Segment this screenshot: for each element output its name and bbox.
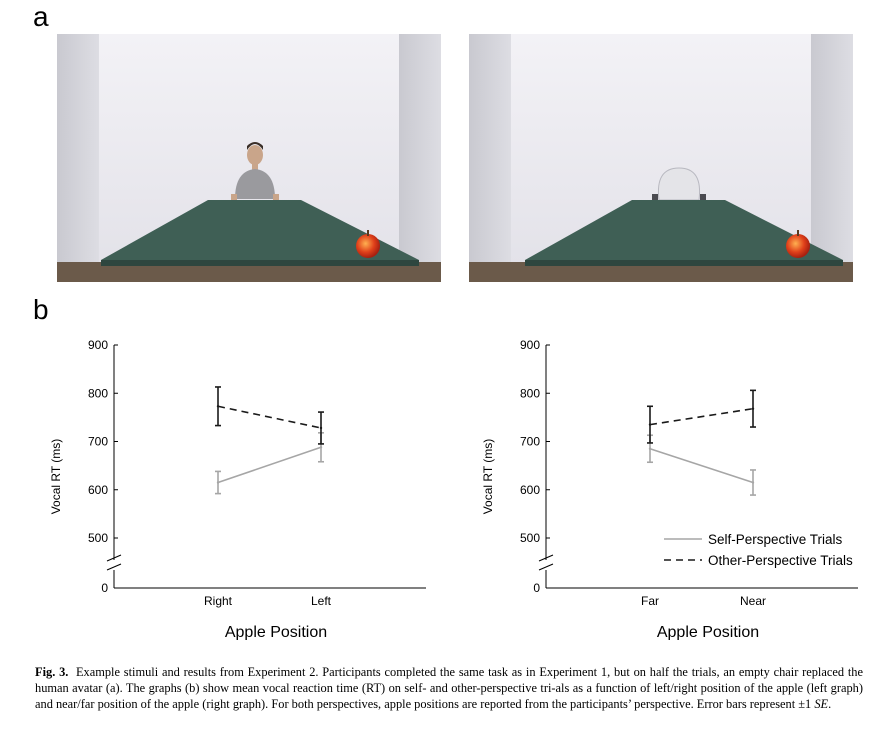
- rt-chart-left-right: 0 500 600 700 800 900 Vocal RT (ms) Right Left Ap…: [49, 338, 426, 640]
- table-top: [101, 200, 419, 260]
- empty-chair: [652, 167, 706, 202]
- y-tick-label: 500: [520, 531, 540, 545]
- wall-pillar: [469, 34, 511, 264]
- data-point: [216, 481, 220, 484]
- y-tick-label: 900: [520, 338, 540, 352]
- x-tick-label: Right: [204, 594, 233, 608]
- y-tick-label: 800: [520, 386, 540, 400]
- y-tick-label: 700: [88, 435, 108, 449]
- x-tick-label: Near: [740, 594, 766, 608]
- legend-label: Other-Perspective Trials: [708, 553, 853, 568]
- series-line-other: [217, 405, 322, 429]
- human-avatar: [231, 142, 279, 202]
- series-line-other: [649, 407, 754, 426]
- y-tick-label: 700: [520, 435, 540, 449]
- y-tick-label: 800: [88, 386, 108, 400]
- x-tick-label: Left: [311, 594, 332, 608]
- series-line-self: [649, 447, 754, 484]
- floor: [57, 262, 441, 282]
- apple-icon: [356, 230, 380, 258]
- axis-break-mark: [538, 554, 554, 562]
- panel-label-a: a: [33, 1, 49, 32]
- wall-pillar: [811, 34, 853, 264]
- rt-chart-near-far: 0 500 600 700 800 900 Vocal RT (ms) Far Near Appl…: [481, 338, 858, 640]
- series-line-self: [217, 446, 322, 484]
- stimulus-image-chair: [469, 34, 853, 282]
- table-top: [525, 200, 843, 260]
- y-axis-label: Vocal RT (ms): [481, 439, 495, 515]
- data-point: [751, 407, 755, 410]
- y-tick-label: 0: [533, 581, 540, 595]
- caption-fig-label: Fig. 3.: [35, 665, 69, 679]
- axis-break-mark: [538, 563, 554, 571]
- y-axis-label: Vocal RT (ms): [49, 439, 63, 515]
- y-tick-label: 0: [101, 581, 108, 595]
- y-tick-label: 500: [88, 531, 108, 545]
- x-axis-label: Apple Position: [225, 624, 327, 640]
- axis-break-mark: [106, 554, 122, 562]
- data-point: [319, 446, 323, 449]
- panel-label-b: b: [33, 294, 49, 325]
- y-tick-label: 600: [520, 483, 540, 497]
- data-point: [648, 423, 652, 426]
- data-point: [216, 405, 220, 408]
- x-tick-label: Far: [641, 594, 659, 608]
- caption-end: .: [828, 697, 832, 711]
- y-tick-label: 600: [88, 483, 108, 497]
- stimulus-image-avatar: [57, 34, 441, 282]
- caption-se: SE: [814, 697, 829, 711]
- x-axis-label: Apple Position: [657, 624, 759, 640]
- figure-caption: Fig. 3. Example stimuli and results from…: [35, 664, 863, 712]
- data-point: [319, 426, 323, 430]
- data-point: [751, 481, 755, 484]
- wall-pillar: [57, 34, 99, 264]
- wall-pillar: [399, 34, 441, 264]
- y-tick-label: 900: [88, 338, 108, 352]
- data-point: [648, 447, 652, 450]
- axis-break-mark: [106, 563, 122, 571]
- floor: [469, 262, 853, 282]
- apple-icon: [786, 230, 810, 258]
- legend-label: Self-Perspective Trials: [708, 532, 843, 547]
- caption-text: Example stimuli and results from Experim…: [35, 665, 863, 711]
